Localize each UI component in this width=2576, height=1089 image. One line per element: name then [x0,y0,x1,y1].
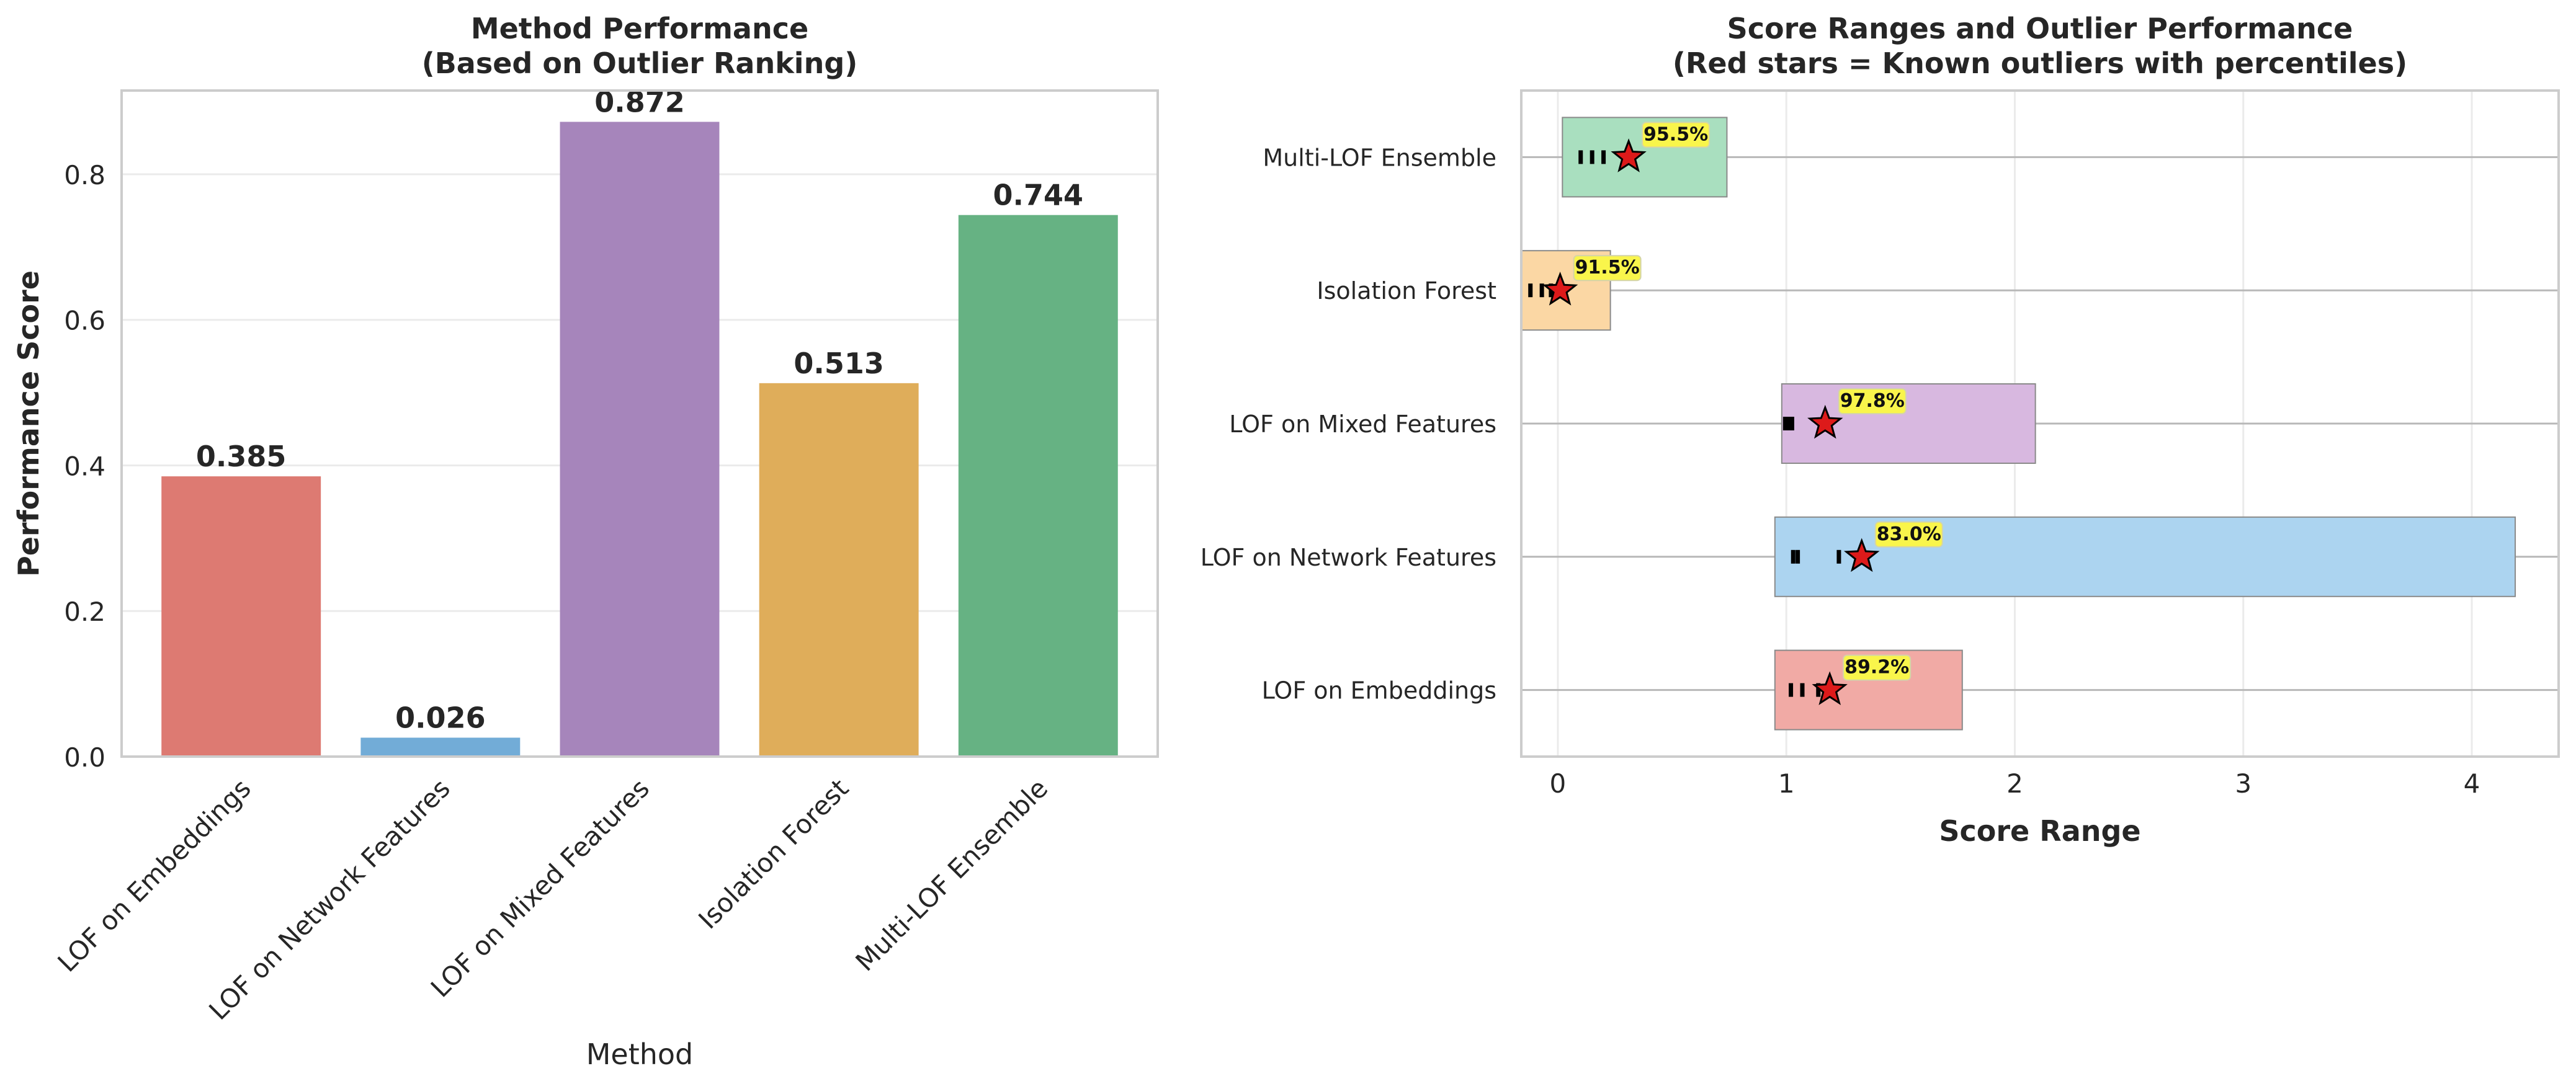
range-chart: 89.2% 83.0% 97.8% 91.5% 95.5% LOF on Embeddi… [1201,12,2560,848]
range-chart-x-tick-label: 3 [2235,768,2252,799]
range-chart-x-tick-label: 1 [1778,768,1795,799]
bar-isolation-forest [759,383,919,757]
range-chart-y-tick-label: Multi-LOF Ensemble [1263,144,1496,171]
range-chart-y-tick-label: LOF on Mixed Features [1229,411,1496,438]
title-line: Score Ranges and Outlier Performance [1727,12,2353,45]
bar-chart-y-tick-label: 0.4 [64,451,105,481]
range-chart-x-axis-label: Score Range [1939,814,2140,848]
range-chart-y-tick-label: Isolation Forest [1317,277,1496,304]
range-chart-x-ticks: 0 1 2 3 4 [1550,768,2480,799]
range-chart-y-ticks: LOF on Embeddings LOF on Network Features… [1201,144,1496,704]
bar-lof-on-network-features [360,737,521,757]
title-line: (Based on Outlier Ranking) [422,47,858,80]
bar-chart-y-tick-label: 0.2 [64,597,105,627]
percentile-label: 91.5% [1575,257,1640,278]
percentile-label: 95.5% [1644,123,1708,145]
outlier-star [1843,538,1880,572]
outlier-star [1542,271,1578,306]
outlier-star [1807,404,1843,439]
title-line: Method Performance [471,12,808,45]
percentile-label-background [1874,521,1943,548]
title-line: (Red stars = Known outliers with percent… [1673,47,2407,80]
bar-chart-y-tick-label: 0.0 [64,742,105,773]
range-chart-y-tick-label: LOF on Embeddings [1262,677,1496,705]
bar-chart-y-ticks: 0.0 0.2 0.4 0.6 0.8 [64,160,105,773]
bar-chart-x-axis-label: Method [586,1038,694,1071]
percentile-label: 97.8% [1840,390,1905,412]
outlier-star [1812,671,1848,706]
bar-value-label: 0.026 [395,701,486,734]
range-chart-x-tick-label: 0 [1550,768,1567,799]
bar-chart-bars [161,122,1118,757]
percentile-label-background [1843,654,1912,681]
range-chart-y-tick-label: LOF on Network Features [1201,544,1496,571]
outlier-star [1611,138,1647,172]
bar-chart-y-axis-label: Performance Score [12,270,45,577]
bar-chart-title: Method Performance (Based on Outlier Rank… [422,12,858,80]
bar-multi-lof-ensemble [958,215,1118,757]
percentile-label: 83.0% [1877,523,1941,545]
bar-lof-on-mixed-features [560,122,720,757]
bar-value-label: 0.744 [993,179,1084,212]
range-box-lof-on-embeddings [1774,649,1963,731]
bar-chart-frame [120,89,1159,758]
range-chart-outlier-stars [1542,138,1880,706]
range-chart-percentile-labels: 89.2% 83.0% 97.8% 91.5% 95.5% [1573,122,1943,681]
percentile-label-background [1642,122,1711,148]
range-chart-title: Score Ranges and Outlier Performance (Red… [1673,12,2407,80]
bar-chart-y-tick-label: 0.8 [64,160,105,190]
percentile-label: 89.2% [1845,657,1909,678]
range-chart-frame [1520,89,2560,758]
bar-value-label: 0.385 [196,440,287,473]
percentile-label-background [1573,255,1642,282]
range-chart-x-tick-label: 2 [2006,768,2023,799]
bar-value-label: 0.513 [794,347,884,380]
range-chart-x-tick-label: 4 [2464,768,2480,799]
bar-lof-on-embeddings [161,476,321,757]
bar-chart-y-tick-label: 0.6 [64,306,105,336]
percentile-label-background [1838,388,1907,414]
